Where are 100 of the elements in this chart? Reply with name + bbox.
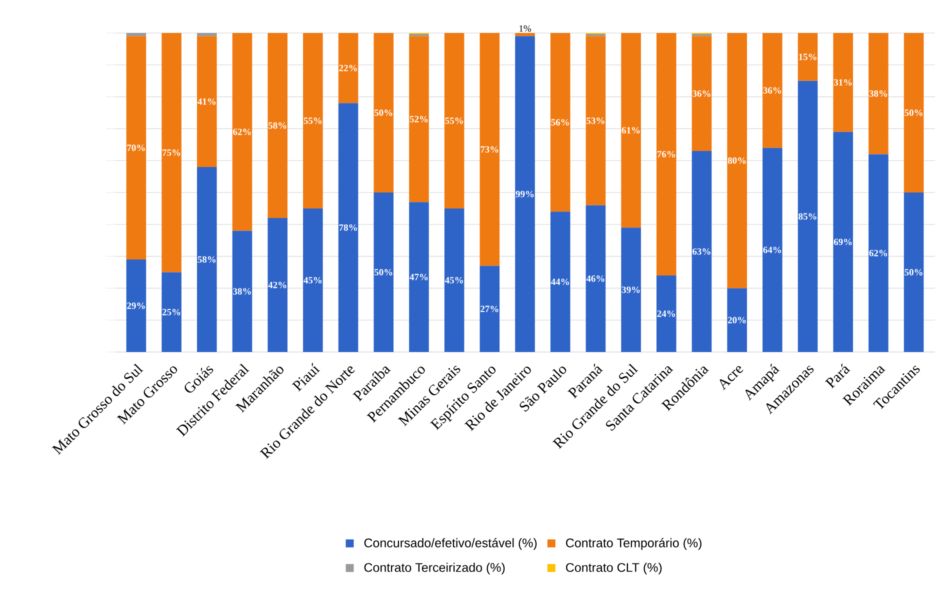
bar — [515, 32, 535, 36]
bar — [727, 288, 747, 352]
bar — [162, 272, 182, 352]
bar — [197, 36, 217, 167]
bar — [338, 103, 358, 352]
bar — [586, 36, 606, 206]
bar — [621, 228, 641, 352]
data-label: 58% — [268, 122, 286, 129]
data-label: 38% — [233, 288, 251, 295]
bar — [692, 151, 712, 352]
bar — [762, 148, 782, 352]
data-label: 73% — [480, 146, 498, 153]
bar — [904, 32, 924, 192]
bar — [586, 205, 606, 352]
data-label: 55% — [304, 118, 322, 124]
bar — [550, 212, 570, 352]
bar — [656, 32, 676, 276]
bar — [374, 192, 394, 352]
data-label: 52% — [410, 116, 428, 122]
bar — [656, 275, 676, 352]
data-label: 70% — [127, 144, 145, 152]
data-label: 50% — [374, 269, 392, 276]
data-label: 64% — [763, 246, 782, 254]
bar — [480, 32, 500, 266]
data-label: 61% — [622, 127, 640, 134]
data-label: 45% — [444, 277, 463, 284]
bar — [268, 218, 288, 352]
data-label: 99% — [516, 190, 534, 198]
data-label: 47% — [410, 274, 428, 280]
data-label: 27% — [480, 306, 498, 312]
bar — [833, 32, 854, 132]
data-label: 41% — [198, 98, 216, 105]
data-label: 36% — [763, 87, 782, 94]
data-label: 1% — [520, 25, 532, 32]
data-label: 46% — [586, 275, 604, 282]
bar — [303, 208, 323, 352]
bar — [550, 32, 570, 212]
data-label: 78% — [339, 224, 357, 231]
data-label: 69% — [834, 238, 852, 246]
legend-label: Contrato CLT (%) — [566, 562, 662, 574]
bar — [798, 32, 818, 81]
data-label: 20% — [728, 316, 746, 324]
bar — [409, 36, 429, 202]
data-label: 45% — [304, 277, 322, 284]
data-label: 63% — [692, 248, 710, 255]
bar — [868, 32, 888, 154]
bar — [409, 202, 429, 352]
bar — [232, 32, 252, 231]
bar — [374, 32, 394, 192]
bar — [232, 230, 252, 352]
data-label: 22% — [339, 64, 357, 72]
data-label: 25% — [162, 308, 180, 316]
bar — [833, 132, 854, 352]
data-label: 44% — [550, 278, 569, 286]
data-label: 50% — [904, 269, 922, 276]
data-label: 38% — [869, 90, 888, 97]
bar — [197, 166, 217, 352]
data-label: 50% — [374, 110, 392, 116]
bar — [904, 192, 924, 352]
legend-label: Contrato Terceirizado (%) — [364, 562, 505, 574]
bar — [162, 32, 182, 272]
x-tick-label: Acre — [720, 366, 744, 390]
data-label: 53% — [586, 118, 604, 124]
data-label: 62% — [233, 128, 251, 136]
data-label: 56% — [551, 119, 569, 126]
data-label: 55% — [445, 118, 463, 124]
bar — [126, 36, 146, 260]
bar — [126, 32, 146, 36]
data-label: 50% — [904, 110, 922, 116]
data-label: 85% — [798, 213, 816, 220]
data-label: 42% — [268, 282, 286, 288]
bar — [268, 32, 288, 218]
data-label: 15% — [799, 54, 816, 60]
bar — [303, 32, 323, 208]
bar — [727, 32, 747, 288]
bar — [444, 208, 464, 352]
bar — [409, 34, 429, 36]
data-label: 80% — [728, 157, 746, 164]
data-label: 58% — [198, 256, 216, 263]
bar — [126, 259, 146, 352]
bar — [444, 32, 464, 208]
data-label: 39% — [622, 286, 640, 294]
bar — [868, 154, 888, 352]
data-label: 31% — [834, 79, 852, 86]
bar — [692, 36, 712, 152]
data-label: 76% — [657, 150, 675, 158]
legend-label: Contrato Temporário (%) — [566, 538, 702, 550]
data-label: 36% — [692, 90, 710, 97]
legend-label: Concursado/efetivo/estável (%) — [364, 538, 537, 550]
bar — [197, 32, 217, 36]
data-label: 75% — [162, 149, 180, 156]
bar — [621, 32, 641, 228]
bar — [338, 32, 358, 104]
bar — [480, 266, 500, 352]
data-label: 62% — [869, 250, 888, 256]
bar — [762, 32, 782, 148]
data-label: 24% — [657, 310, 675, 317]
bar — [798, 80, 818, 352]
bar — [515, 36, 535, 352]
data-label: 29% — [127, 302, 145, 309]
